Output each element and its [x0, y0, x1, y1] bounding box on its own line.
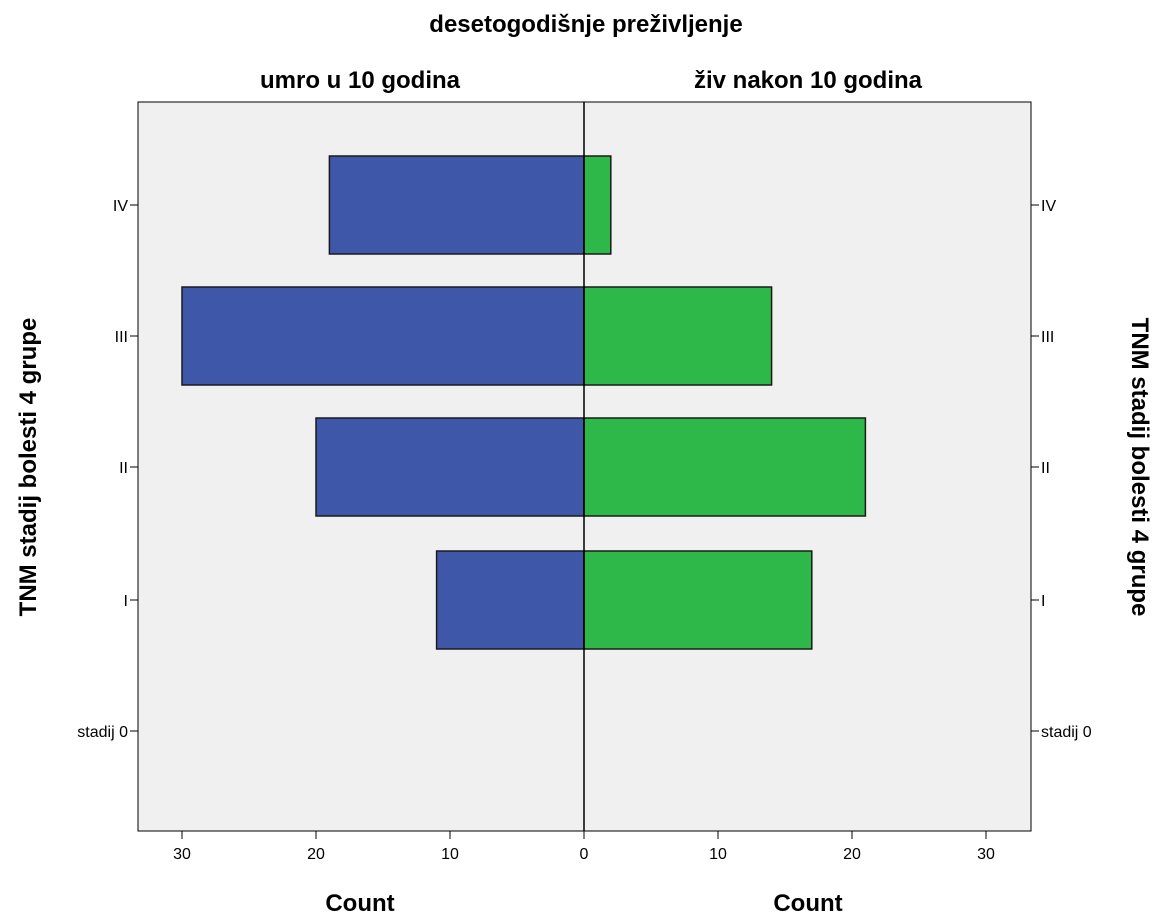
y-tick-label-right: III — [1041, 329, 1054, 346]
x-ticks-group: 0 10 10 20 20 30 30 — [173, 831, 995, 863]
bars-group — [181, 155, 867, 650]
y-tick-label-right: II — [1041, 460, 1050, 477]
y-tick-label-left: II — [119, 460, 128, 477]
x-tick-label: 10 — [709, 846, 727, 863]
y-tick-label-right: stadij 0 — [1041, 724, 1092, 741]
x-tick-label: 30 — [977, 846, 995, 863]
bar-right — [583, 417, 867, 517]
x-axis-title-left: Count — [325, 890, 394, 917]
bar-left — [315, 417, 585, 517]
bar-left — [435, 550, 585, 650]
x-tick-label: 20 — [843, 846, 861, 863]
bar-right — [583, 550, 813, 650]
bar-right — [583, 155, 612, 255]
x-tick-label: 10 — [441, 846, 459, 863]
chart-title: desetogodišnje preživljenje — [429, 11, 742, 38]
y-tick-label-left: IV — [113, 198, 128, 215]
y-axis-title-right: TNM stadij bolesti 4 grupe — [1126, 318, 1153, 617]
x-axis-title-right: Count — [773, 890, 842, 917]
x-tick-label: 0 — [580, 846, 589, 863]
y-tick-label-left: stadij 0 — [77, 724, 128, 741]
y-tick-label-right: IV — [1041, 198, 1056, 215]
panel-title-left: umro u 10 godina — [260, 67, 461, 94]
bar-left — [181, 286, 585, 386]
x-tick-label: 30 — [173, 846, 191, 863]
x-tick-label: 20 — [307, 846, 325, 863]
bar-left — [328, 155, 585, 255]
y-tick-label-left: I — [124, 593, 128, 610]
panel-title-right: živ nakon 10 godina — [694, 67, 923, 94]
y-axis-title-left: TNM stadij bolesti 4 grupe — [15, 318, 42, 617]
y-tick-label-right: I — [1041, 593, 1045, 610]
y-tick-label-left: III — [115, 329, 128, 346]
bar-right — [583, 286, 773, 386]
